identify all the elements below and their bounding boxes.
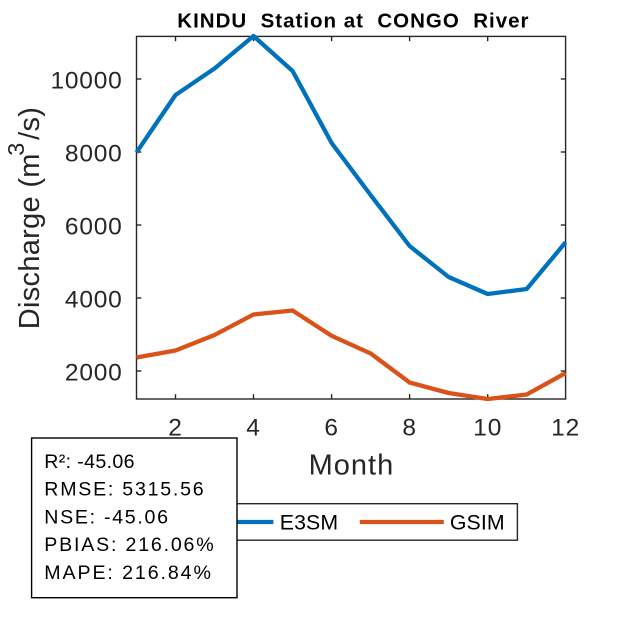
svg-text:MAPE: 216.84%: MAPE: 216.84%: [44, 562, 212, 584]
svg-text:12: 12: [551, 414, 580, 441]
svg-text:2000: 2000: [65, 359, 123, 386]
svg-text:4000: 4000: [65, 286, 123, 313]
svg-text:GSIM: GSIM: [450, 511, 505, 535]
svg-text:6000: 6000: [65, 213, 123, 240]
svg-text:KINDU Station at CONGO Rive: KINDU Station at CONGO River: [177, 10, 529, 33]
svg-text:Month: Month: [309, 450, 395, 482]
svg-text:NSE: -45.06: NSE: -45.06: [44, 506, 169, 528]
svg-text:8000: 8000: [65, 140, 123, 167]
svg-text:RMSE: 5315.56: RMSE: 5315.56: [44, 479, 205, 501]
svg-text:10000: 10000: [50, 67, 122, 94]
svg-text:R²: -45.06: R²: -45.06: [44, 451, 135, 473]
svg-text:6: 6: [324, 414, 338, 441]
svg-text:PBIAS: 216.06%: PBIAS: 216.06%: [44, 534, 215, 556]
svg-text:4: 4: [246, 414, 260, 441]
svg-text:8: 8: [402, 414, 416, 441]
svg-text:E3SM: E3SM: [280, 511, 338, 535]
svg-text:10: 10: [473, 414, 502, 441]
svg-text:2: 2: [168, 414, 182, 441]
